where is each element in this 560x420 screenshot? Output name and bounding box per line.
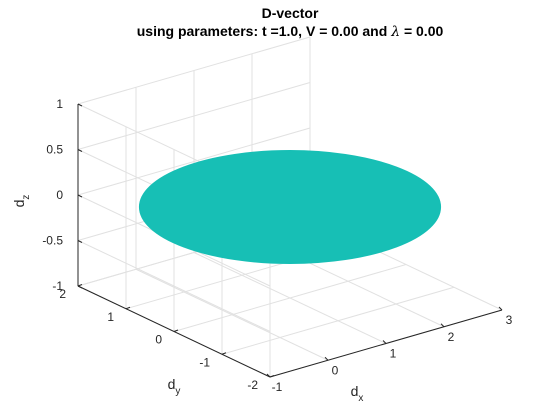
grid-line: [221, 286, 455, 355]
axis-lines: [77, 103, 503, 378]
y-tick-mark: [221, 352, 227, 355]
grid-line: [77, 127, 311, 196]
z-axis-label: dz: [11, 195, 32, 208]
z-tick-mark: [77, 285, 83, 289]
x-tick-mark: [266, 373, 271, 378]
chart-subtitle: using parameters: t =1.0, V = 0.00 and λ…: [137, 23, 444, 40]
z-tick-label: -1: [52, 279, 63, 293]
grid-line: [77, 82, 311, 150]
z-tick-label: -0.5: [42, 234, 63, 248]
x-axis-label: dx: [351, 383, 364, 404]
grid-line: [77, 240, 271, 332]
y-tick-label: 1: [107, 310, 114, 324]
z-tick-mark: [77, 103, 83, 107]
x-tick-label: 2: [448, 330, 455, 344]
subtitle-symbol: λ: [390, 24, 400, 40]
grid-line: [77, 36, 311, 105]
x-tick-mark: [440, 323, 445, 328]
x-tick-label: 3: [506, 313, 513, 327]
x-tick-label: -1: [272, 380, 283, 394]
x-tick-label: 1: [390, 347, 397, 361]
chart-title: D-vector: [262, 5, 319, 21]
z-tick-label: 1: [56, 97, 63, 111]
z-tick-label: 0.5: [46, 143, 63, 157]
z-tick-mark: [77, 240, 83, 243]
y-tick-mark: [125, 306, 131, 310]
y-tick-label: 0: [155, 333, 162, 347]
x-tick-mark: [324, 356, 329, 361]
grid-line: [173, 264, 407, 332]
subtitle-suffix: = 0.00: [400, 23, 443, 39]
z-tick-mark: [77, 149, 83, 152]
y-tick-label: 2: [59, 287, 66, 301]
y-tick-mark: [173, 329, 179, 332]
subtitle-prefix: using parameters: t =1.0, V = 0.00 and: [137, 23, 391, 39]
disk-surface: [138, 150, 442, 264]
y-tick-label: -1: [199, 355, 210, 369]
y-tick-mark: [77, 284, 83, 287]
x-tick-mark: [382, 340, 387, 344]
x-tick-mark: [498, 306, 503, 311]
y-tick-mark: [269, 375, 275, 378]
z-tick-mark: [77, 194, 83, 198]
y-tick-label: -2: [247, 378, 258, 392]
z-tick-label: 0: [56, 188, 63, 202]
y-axis-label: dy: [168, 376, 181, 397]
x-tick-label: 0: [332, 363, 339, 377]
